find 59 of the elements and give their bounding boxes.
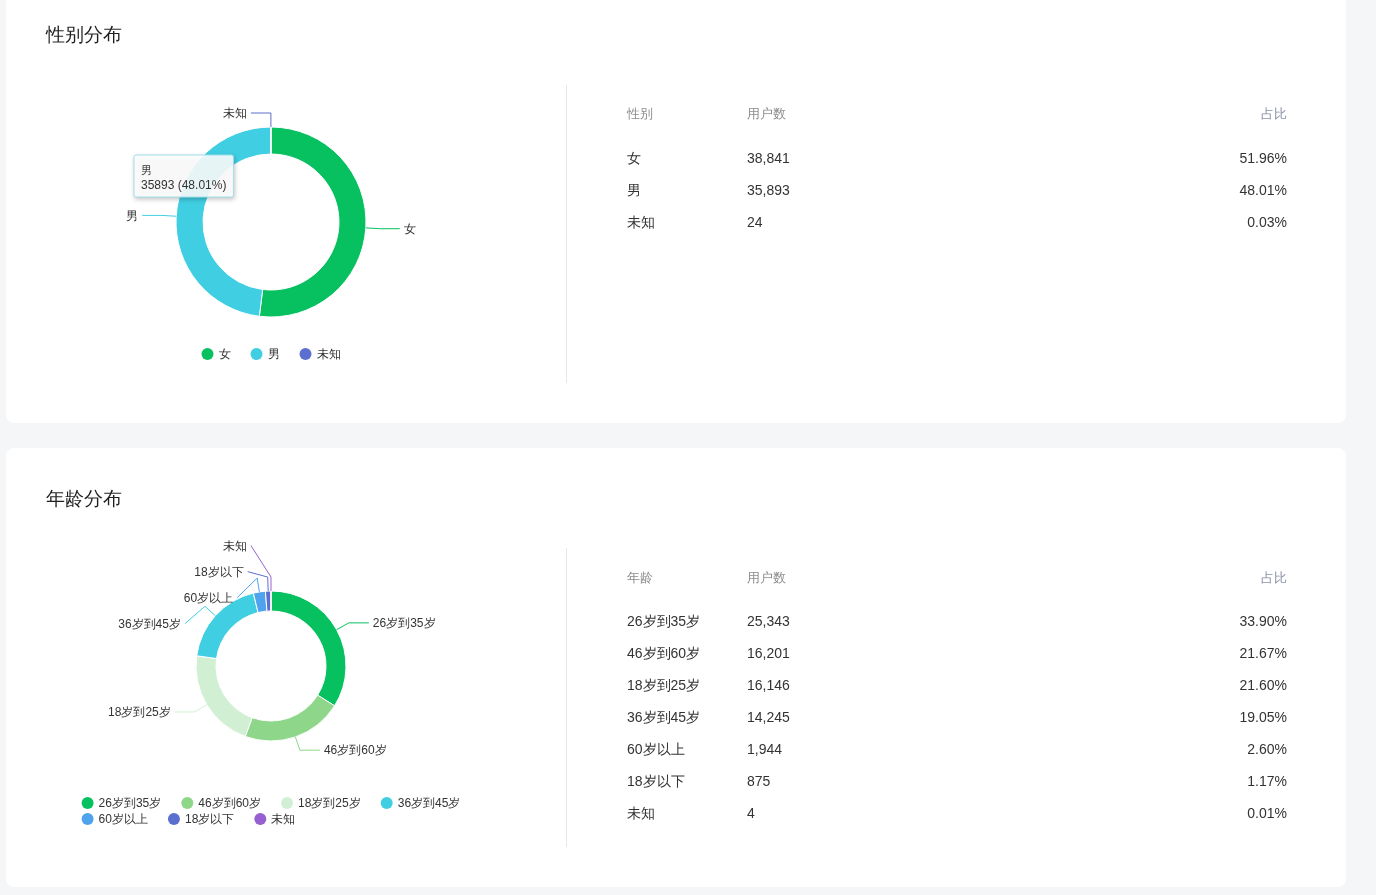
legend-label: 18岁以下 [184, 812, 235, 827]
legend-label: 未知 [271, 812, 296, 827]
text: 19.05% [1239, 708, 1287, 725]
text: 2.60% [1247, 740, 1287, 757]
tooltip: 男 35893 (48.01%) [133, 154, 234, 198]
text: 用户数 [747, 105, 786, 121]
legend-label: 男 [267, 347, 280, 362]
text: 36岁到45岁 [627, 708, 701, 725]
text: 占比 [1261, 569, 1287, 585]
text: 0.03% [1247, 213, 1287, 230]
slice-label: 男 [126, 208, 139, 223]
text: 4 [747, 804, 755, 821]
text: 1,944 [747, 740, 783, 757]
text: 1.17% [1247, 772, 1287, 789]
text: 51.96% [1239, 149, 1287, 166]
text: 0.01% [1247, 804, 1287, 821]
text: 38,841 [747, 149, 791, 166]
text: 16,201 [747, 644, 791, 661]
text: 女 [627, 149, 641, 166]
text: 60岁以上 [627, 740, 685, 757]
slice-label: 18岁以下 [194, 564, 244, 579]
chart-title: 性别分布 [45, 23, 122, 45]
chart-title: 年龄分布 [46, 487, 122, 509]
legend-label: 36岁到45岁 [397, 796, 461, 811]
slice-label: 未知 [222, 538, 247, 553]
text: 18岁以下 [627, 772, 685, 789]
legend-label: 女 [218, 347, 231, 362]
text: 16,146 [747, 676, 791, 693]
text: 14,245 [747, 708, 791, 725]
slice-label: 18岁到25岁 [108, 705, 171, 720]
text: 21.60% [1239, 676, 1287, 693]
slice-label: 46岁到60岁 [323, 743, 387, 758]
legend-label: 18岁到25岁 [298, 796, 361, 811]
legend-label: 26岁到35岁 [98, 796, 162, 811]
text: 未知 [627, 804, 655, 821]
text: 男 [627, 181, 641, 198]
text: 33.90% [1239, 612, 1287, 629]
legend-label: 未知 [316, 347, 341, 362]
slice-label: 未知 [222, 106, 247, 121]
text: 未知 [627, 213, 655, 230]
legend-label: 60岁以上 [98, 812, 148, 827]
text: 24 [747, 213, 763, 230]
text: 18岁到25岁 [627, 676, 701, 693]
text: 用户数 [747, 569, 786, 585]
legend-label: 46岁到60岁 [198, 796, 261, 811]
text: 性别 [626, 105, 653, 121]
text: 年龄 [627, 569, 653, 585]
slice-label: 26岁到35岁 [372, 616, 436, 631]
text: 48.01% [1239, 181, 1287, 198]
text: 35,893 [747, 181, 791, 198]
slice-label: 女 [403, 221, 416, 236]
slice-label: 60岁以上 [183, 590, 234, 605]
text: 26岁到35岁 [627, 612, 701, 629]
text: 875 [747, 772, 771, 789]
text: 46岁到60岁 [627, 644, 701, 661]
text: 占比 [1261, 105, 1287, 121]
text: 21.67% [1239, 644, 1287, 661]
slice-label: 36岁到45岁 [118, 616, 181, 631]
text: 25,343 [747, 612, 791, 629]
